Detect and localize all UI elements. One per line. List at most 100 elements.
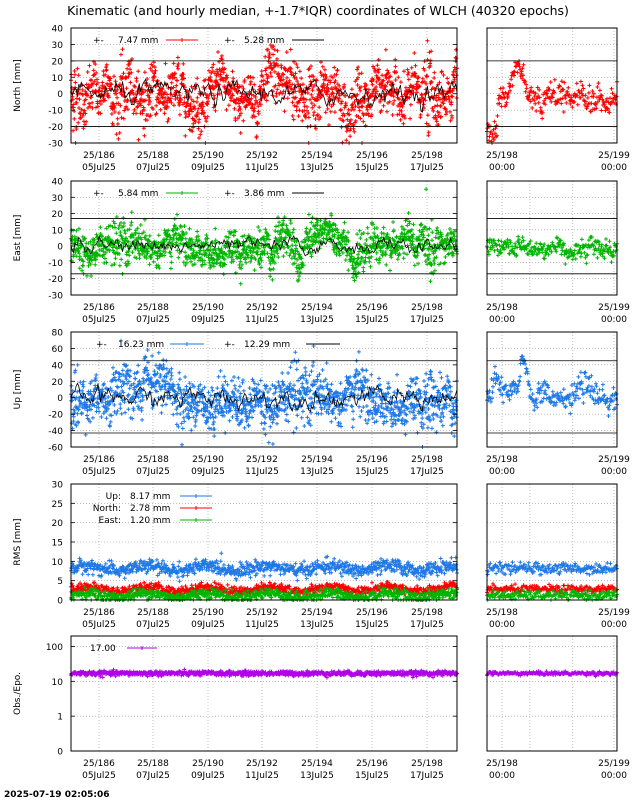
x-tick-label: 25/190 [192, 608, 224, 618]
y-tick-label: 30 [52, 481, 64, 491]
y-axis-label: Up [mm] [13, 370, 23, 410]
x-tick-label: 25/186 [83, 455, 115, 465]
x-tick-label: 11Jul25 [245, 467, 279, 477]
legend-marker [140, 646, 144, 650]
panel-up: -60 -40 -20 0 20 40 60 80 Up [mm] 25/186 05Jul25 25… [13, 329, 630, 478]
zoom-x-tick-label: 25/199 [598, 759, 630, 769]
panel-east: -30 -20 -10 0 10 20 30 40 East [mm] 25/186 05Jul25… [13, 178, 630, 326]
y-tick-label: 10 [52, 678, 64, 688]
x-tick-label: 25/198 [411, 608, 443, 618]
x-tick-label: 25/196 [356, 608, 388, 618]
x-tick-label: 07Jul25 [136, 620, 170, 630]
y-tick-label: 20 [52, 57, 64, 67]
y-tick-label: 30 [52, 194, 64, 204]
y-tick-label: 40 [52, 361, 64, 371]
zoom-x-tick-label: 25/199 [598, 151, 630, 161]
legend-value: 12.29 mm [244, 340, 290, 350]
zoom-x-tick-label: 00:00 [489, 163, 515, 173]
x-tick-label: 25/198 [411, 455, 443, 465]
x-tick-label: 25/196 [356, 151, 388, 161]
zoom-x-tick-label: 00:00 [489, 315, 515, 325]
x-tick-label: 25/186 [83, 608, 115, 618]
legend-symbol: +- [96, 340, 107, 350]
x-tick-label: 07Jul25 [136, 315, 170, 325]
zoom-x-tick-label: 25/198 [486, 608, 518, 618]
legend-symbol: +- [224, 189, 235, 199]
x-tick-label: 25/198 [411, 151, 443, 161]
legend-rms: Up: 8.17 mm North: 2.78 mm East: 1.20 mm [93, 492, 212, 526]
legend-value: 5.84 mm [118, 189, 158, 199]
x-tick-label: 25/196 [356, 303, 388, 313]
zoom-x-tick-label: 00:00 [601, 620, 627, 630]
y-tick-label: 0 [57, 748, 63, 758]
x-tick-label: 25/194 [301, 759, 333, 769]
y-axis-label: East [mm] [13, 215, 23, 262]
legend-value: 8.17 mm [130, 492, 170, 502]
x-tick-label: 13Jul25 [300, 620, 334, 630]
data-points-east [69, 187, 459, 286]
plot-frame [70, 331, 458, 448]
y-axis-label: Obs./Epo. [13, 672, 23, 715]
x-tick-label: 25/190 [192, 759, 224, 769]
x-tick-label: 05Jul25 [82, 315, 116, 325]
zoom-points-east [485, 234, 619, 266]
x-tick-label: 25/188 [137, 151, 169, 161]
median-line-north [70, 78, 458, 113]
y-tick-label: 1 [57, 713, 63, 723]
legend-up: +- 16.23 mm +- 12.29 mm [96, 340, 340, 350]
y-tick-label: 0 [57, 394, 63, 404]
y-tick-label: 40 [52, 178, 64, 188]
legend-label: Up: [106, 492, 121, 502]
x-tick-label: 17Jul25 [410, 771, 444, 781]
legend-value: 5.28 mm [244, 36, 284, 46]
zoom-x-tick-label: 00:00 [489, 771, 515, 781]
x-tick-label: 09Jul25 [191, 620, 225, 630]
y-tick-label: -10 [48, 107, 63, 117]
x-tick-label: 25/192 [246, 759, 278, 769]
zoom-x-tick-label: 00:00 [489, 467, 515, 477]
x-tick-label: 05Jul25 [82, 620, 116, 630]
x-tick-label: 05Jul25 [82, 163, 116, 173]
x-tick-label: 09Jul25 [191, 771, 225, 781]
y-tick-label: -30 [48, 292, 63, 302]
y-tick-label: -20 [48, 411, 63, 421]
x-tick-label: 11Jul25 [245, 771, 279, 781]
y-tick-label: -30 [48, 140, 63, 150]
x-tick-label: 25/192 [246, 151, 278, 161]
y-tick-label: 80 [52, 329, 64, 339]
x-tick-label: 25/188 [137, 608, 169, 618]
median-line-east [70, 234, 458, 257]
panel-obs: 0 1 10 100 Obs./Epo. 25/186 05Jul25 25/188 07Jul… [13, 635, 630, 781]
x-tick-label: 15Jul25 [355, 771, 389, 781]
plot-frame [70, 635, 458, 752]
x-tick-label: 25/198 [411, 759, 443, 769]
zoom-x-tick-label: 00:00 [601, 163, 627, 173]
x-tick-label: 25/188 [137, 303, 169, 313]
x-tick-label: 25/190 [192, 303, 224, 313]
x-tick-label: 25/186 [83, 151, 115, 161]
legend-value: 3.86 mm [244, 189, 284, 199]
y-tick-label: -20 [48, 123, 63, 133]
x-tick-label: 15Jul25 [355, 315, 389, 325]
zoom-x-tick-label: 00:00 [601, 467, 627, 477]
y-tick-label: 5 [57, 577, 63, 587]
x-tick-label: 25/192 [246, 455, 278, 465]
x-tick-label: 17Jul25 [410, 620, 444, 630]
legend-marker [180, 191, 184, 195]
y-tick-label: 20 [52, 378, 64, 388]
zoom-x-tick-label: 25/199 [598, 455, 630, 465]
y-tick-label: -40 [48, 427, 63, 437]
legend-east: +- 5.84 mm +- 3.86 mm [93, 189, 324, 199]
y-tick-label: 25 [52, 500, 63, 510]
x-tick-label: 25/188 [137, 759, 169, 769]
y-axis-label: North [mm] [13, 59, 23, 112]
panel-north: -30 -20 -10 0 10 20 30 40 North [mm] 25/186 05Jul2… [13, 25, 630, 174]
zoom-x-tick-label: 25/199 [598, 303, 630, 313]
x-tick-label: 05Jul25 [82, 771, 116, 781]
y-axis-label: RMS [mm] [13, 518, 23, 565]
legend-value: 16.23 mm [118, 340, 164, 350]
x-tick-label: 07Jul25 [136, 163, 170, 173]
x-tick-label: 15Jul25 [355, 620, 389, 630]
y-tick-label: 20 [52, 519, 64, 529]
